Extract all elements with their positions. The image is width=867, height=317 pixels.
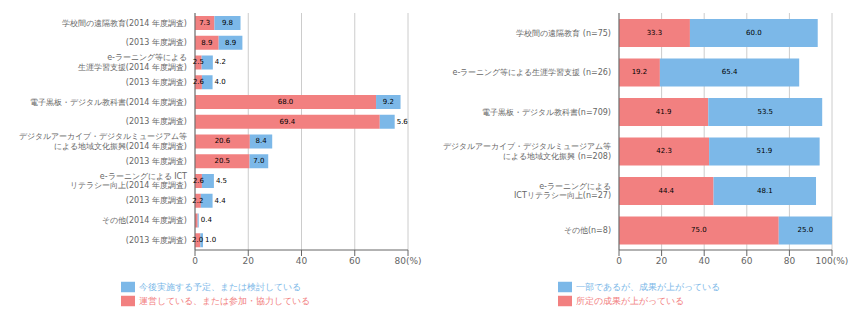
svg-text:20: 20	[243, 256, 255, 266]
svg-text:9.2: 9.2	[383, 98, 394, 106]
svg-text:40: 40	[698, 256, 710, 266]
svg-text:75.0: 75.0	[691, 226, 707, 234]
svg-text:20.5: 20.5	[214, 157, 230, 165]
svg-text:4.0: 4.0	[215, 78, 226, 86]
svg-text:2.5: 2.5	[193, 58, 204, 66]
svg-text:デジタルアーカイブ・デジタルミュージアム等による地域文化振興: デジタルアーカイブ・デジタルミュージアム等による地域文化振興(2014 年度調査…	[19, 132, 187, 151]
svg-text:80: 80	[784, 256, 796, 266]
svg-text:0: 0	[192, 256, 198, 266]
svg-text:60.0: 60.0	[746, 29, 762, 37]
svg-text:5.6: 5.6	[397, 118, 409, 126]
svg-text:51.9: 51.9	[757, 147, 773, 155]
svg-text:44.4: 44.4	[658, 187, 674, 195]
svg-text:8.9: 8.9	[201, 39, 212, 47]
svg-text:40: 40	[296, 256, 308, 266]
svg-text:2.6: 2.6	[193, 177, 205, 185]
svg-text:電子黒板・デジタル教科書(2014 年度調査): 電子黒板・デジタル教科書(2014 年度調査)	[30, 98, 187, 107]
html-text:所定の成果が上がっている: 所定の成果が上がっている	[576, 295, 684, 306]
svg-text:e-ラーニングによるICTリテラシー向上(n=27): e-ラーニングによるICTリテラシー向上(n=27)	[514, 182, 611, 201]
svg-text:e-ラーニングによる ICTリテラシー向上(2014 年度調: e-ラーニングによる ICTリテラシー向上(2014 年度調査)	[70, 172, 187, 191]
svg-text:60: 60	[741, 256, 753, 266]
svg-text:(2013 年度調査): (2013 年度調査)	[126, 236, 187, 245]
svg-text:(2013 年度調査): (2013 年度調査)	[126, 117, 187, 126]
svg-text:7.0: 7.0	[253, 157, 264, 165]
svg-text:9.8: 9.8	[222, 19, 233, 27]
svg-text:19.2: 19.2	[632, 68, 648, 76]
svg-text:2.6: 2.6	[193, 78, 205, 86]
svg-text:69.4: 69.4	[280, 118, 296, 126]
svg-text:2.0: 2.0	[192, 236, 203, 244]
svg-text:e-ラーニング等による生涯学習支援 (n=26): e-ラーニング等による生涯学習支援 (n=26)	[452, 68, 611, 77]
svg-text:20.6: 20.6	[215, 137, 231, 145]
svg-text:33.3: 33.3	[647, 29, 663, 37]
svg-text:4.4: 4.4	[215, 197, 227, 205]
svg-text:60: 60	[349, 256, 361, 266]
svg-text:(2013 年度調査): (2013 年度調査)	[126, 38, 187, 47]
svg-text:8.4: 8.4	[255, 137, 267, 145]
svg-text:その他(2014 年度調査): その他(2014 年度調査)	[102, 216, 187, 225]
svg-text:1.0: 1.0	[205, 236, 216, 244]
svg-text:e-ラーニング等による生涯学習支援(2014 年度調査): e-ラーニング等による生涯学習支援(2014 年度調査)	[78, 53, 187, 72]
svg-text:その他(n=8): その他(n=8)	[564, 226, 611, 235]
svg-text:学校間の遠隔教育 (n=75): 学校間の遠隔教育 (n=75)	[516, 29, 611, 38]
svg-text:65.4: 65.4	[722, 68, 738, 76]
svg-text:(2013 年度調査): (2013 年度調査)	[126, 78, 187, 87]
svg-text:学校間の遠隔教育(2014 年度調査): 学校間の遠隔教育(2014 年度調査)	[62, 19, 187, 28]
svg-text:20: 20	[656, 256, 668, 266]
svg-text:42.3: 42.3	[656, 147, 672, 155]
html-text:一部であるが、成果が上がっている: 一部であるが、成果が上がっている	[576, 281, 720, 292]
svg-text:0: 0	[616, 256, 622, 266]
svg-text:デジタルアーカイブ・デジタルミュージアム等による地域文化振興: デジタルアーカイブ・デジタルミュージアム等による地域文化振興 (n=208)	[443, 142, 611, 161]
html-text:運営している、または参加・協力している: 運営している、または参加・協力している	[138, 295, 310, 306]
svg-text:80(%): 80(%)	[394, 256, 421, 266]
svg-text:0.4: 0.4	[201, 216, 213, 224]
svg-text:48.1: 48.1	[757, 187, 773, 195]
svg-text:7.3: 7.3	[199, 19, 210, 27]
svg-text:8.9: 8.9	[225, 39, 236, 47]
svg-text:(2013 年度調査): (2013 年度調査)	[126, 196, 187, 205]
svg-text:25.0: 25.0	[798, 226, 814, 234]
svg-text:(2013 年度調査): (2013 年度調査)	[126, 157, 187, 166]
svg-text:68.0: 68.0	[278, 98, 294, 106]
svg-text:電子黒板・デジタル教科書(n=709): 電子黒板・デジタル教科書(n=709)	[482, 108, 611, 117]
svg-text:2.2: 2.2	[192, 197, 203, 205]
svg-text:4.2: 4.2	[215, 58, 226, 66]
svg-text:100(%): 100(%)	[816, 256, 849, 266]
svg-text:4.5: 4.5	[216, 177, 227, 185]
svg-text:53.5: 53.5	[757, 108, 773, 116]
svg-text:41.9: 41.9	[656, 108, 672, 116]
html-text:今後実施する予定、または検討している: 今後実施する予定、または検討している	[138, 281, 301, 292]
